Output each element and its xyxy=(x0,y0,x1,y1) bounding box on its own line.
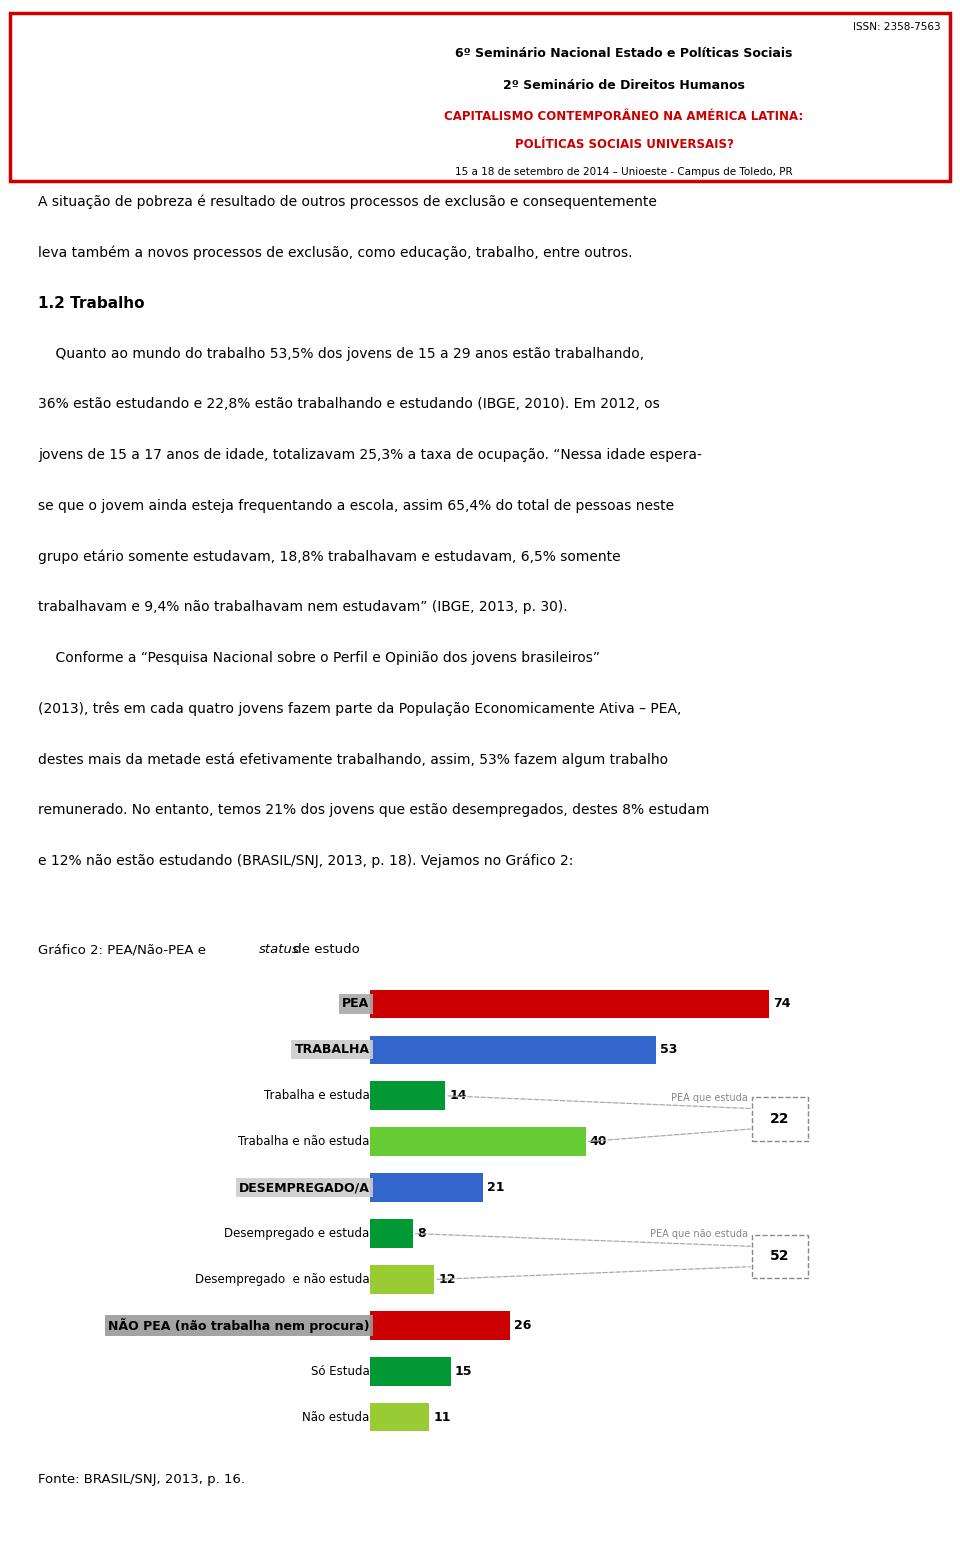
Text: se que o jovem ainda esteja frequentando a escola, assim 65,4% do total de pesso: se que o jovem ainda esteja frequentando… xyxy=(38,498,675,512)
Text: 1.2 Trabalho: 1.2 Trabalho xyxy=(38,296,145,311)
Text: 21: 21 xyxy=(488,1182,505,1194)
Text: 8: 8 xyxy=(417,1227,425,1239)
Text: Trabalha e estuda: Trabalha e estuda xyxy=(264,1090,370,1102)
Text: 52: 52 xyxy=(770,1250,790,1263)
FancyBboxPatch shape xyxy=(753,1235,807,1278)
Text: (2013), três em cada quatro jovens fazem parte da População Economicamente Ativa: (2013), três em cada quatro jovens fazem… xyxy=(38,702,682,716)
Text: jovens de 15 a 17 anos de idade, totalizavam 25,3% a taxa de ocupação. “Nessa id: jovens de 15 a 17 anos de idade, totaliz… xyxy=(38,448,703,462)
Text: Não estuda: Não estuda xyxy=(302,1411,370,1423)
Text: 15 a 18 de setembro de 2014 – Unioeste - Campus de Toledo, PR: 15 a 18 de setembro de 2014 – Unioeste -… xyxy=(455,167,793,177)
Bar xyxy=(370,1358,450,1386)
Bar xyxy=(370,1266,434,1294)
Text: de estudo: de estudo xyxy=(289,944,360,956)
Text: remunerado. No entanto, temos 21% dos jovens que estão desempregados, destes 8% : remunerado. No entanto, temos 21% dos jo… xyxy=(38,803,709,817)
Text: 15: 15 xyxy=(455,1365,472,1378)
Text: 74: 74 xyxy=(774,998,791,1010)
Bar xyxy=(370,1174,483,1202)
Text: Gráfico 2: PEA/Não-PEA e: Gráfico 2: PEA/Não-PEA e xyxy=(38,944,210,956)
Text: destes mais da metade está efetivamente trabalhando, assim, 53% fazem algum trab: destes mais da metade está efetivamente … xyxy=(38,752,668,766)
Bar xyxy=(370,1035,656,1063)
Text: 2º Seminário de Direitos Humanos: 2º Seminário de Direitos Humanos xyxy=(503,79,745,92)
Text: leva também a novos processos de exclusão, como educação, trabalho, entre outros: leva também a novos processos de exclusã… xyxy=(38,246,633,260)
Text: 36% estão estudando e 22,8% estão trabalhando e estudando (IBGE, 2010). Em 2012,: 36% estão estudando e 22,8% estão trabal… xyxy=(38,397,660,411)
Bar xyxy=(370,1311,510,1339)
Text: Só Estuda: Só Estuda xyxy=(311,1365,370,1378)
Text: 14: 14 xyxy=(449,1090,467,1102)
Bar xyxy=(370,1219,413,1247)
Text: NÃO PEA (não trabalha nem procura): NÃO PEA (não trabalha nem procura) xyxy=(108,1317,370,1333)
Text: PEA: PEA xyxy=(343,998,370,1010)
Text: grupo etário somente estudavam, 18,8% trabalhavam e estudavam, 6,5% somente: grupo etário somente estudavam, 18,8% tr… xyxy=(38,550,621,564)
Text: TRABALHA: TRABALHA xyxy=(295,1043,370,1056)
Text: 53: 53 xyxy=(660,1043,678,1056)
FancyBboxPatch shape xyxy=(753,1096,807,1141)
Text: 6º Seminário Nacional Estado e Políticas Sociais: 6º Seminário Nacional Estado e Políticas… xyxy=(455,47,793,61)
Text: 40: 40 xyxy=(589,1135,608,1148)
Text: 22: 22 xyxy=(770,1112,790,1126)
FancyBboxPatch shape xyxy=(10,12,950,182)
Text: 12: 12 xyxy=(439,1274,456,1286)
Text: PEA que estuda: PEA que estuda xyxy=(671,1093,748,1102)
Text: DESEMPREGADO/A: DESEMPREGADO/A xyxy=(239,1182,370,1194)
Text: Conforme a “Pesquisa Nacional sobre o Perfil e Opinião dos jovens brasileiros”: Conforme a “Pesquisa Nacional sobre o Pe… xyxy=(38,651,600,665)
Text: Trabalha e não estuda: Trabalha e não estuda xyxy=(238,1135,370,1148)
Text: ISSN: 2358-7563: ISSN: 2358-7563 xyxy=(853,22,941,33)
Text: A situação de pobreza é resultado de outros processos de exclusão e consequentem: A situação de pobreza é resultado de out… xyxy=(38,195,658,209)
Text: Desempregado e estuda: Desempregado e estuda xyxy=(225,1227,370,1239)
Text: e 12% não estão estudando (BRASIL/SNJ, 2013, p. 18). Vejamos no Gráfico 2:: e 12% não estão estudando (BRASIL/SNJ, 2… xyxy=(38,853,574,869)
Bar xyxy=(370,990,769,1018)
Text: CAPITALISMO CONTEMPORÂNEO NA AMÉRICA LATINA:: CAPITALISMO CONTEMPORÂNEO NA AMÉRICA LAT… xyxy=(444,111,804,123)
Text: Quanto ao mundo do trabalho 53,5% dos jovens de 15 a 29 anos estão trabalhando,: Quanto ao mundo do trabalho 53,5% dos jo… xyxy=(38,347,644,361)
Text: Desempregado  e não estuda: Desempregado e não estuda xyxy=(195,1274,370,1286)
Text: trabalhavam e 9,4% não trabalhavam nem estudavam” (IBGE, 2013, p. 30).: trabalhavam e 9,4% não trabalhavam nem e… xyxy=(38,599,568,613)
Text: Fonte: BRASIL/SNJ, 2013, p. 16.: Fonte: BRASIL/SNJ, 2013, p. 16. xyxy=(38,1473,246,1485)
Text: 26: 26 xyxy=(515,1319,532,1331)
Text: POLÍTICAS SOCIAIS UNIVERSAIS?: POLÍTICAS SOCIAIS UNIVERSAIS? xyxy=(515,139,733,151)
Text: 11: 11 xyxy=(433,1411,451,1423)
Bar xyxy=(370,1127,586,1155)
Text: PEA que não estuda: PEA que não estuda xyxy=(650,1230,748,1239)
Bar xyxy=(370,1082,445,1110)
Text: status: status xyxy=(258,944,300,956)
Bar xyxy=(370,1403,429,1431)
